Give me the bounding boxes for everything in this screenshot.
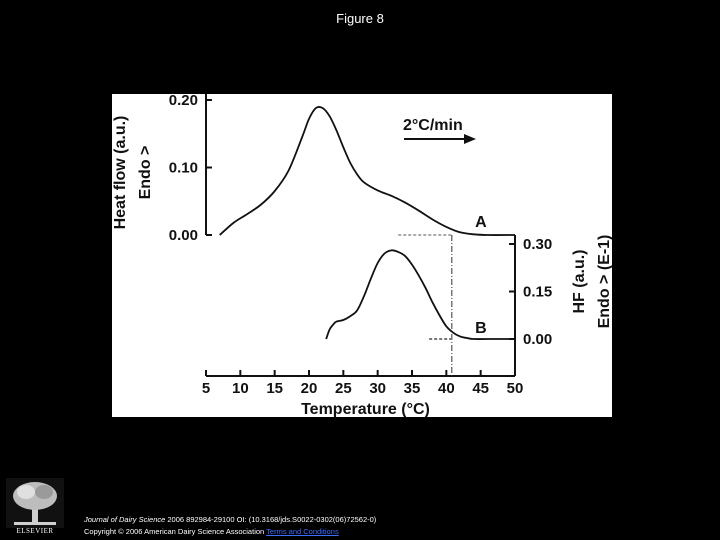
elsevier-logo [6,478,64,538]
curve-b [325,249,515,340]
copyright-line: Copyright © 2006 American Dairy Science … [84,526,376,538]
x-axis-label: Temperature (°C) [301,401,430,417]
panel-a-y-label-2: Endo > [137,146,154,200]
x-tick-label: 40 [438,380,455,397]
dsc-chart: 0.20 0.10 0.00 0.30 0.15 0.00 5 10 15 20 25 30 35 40 4… [112,94,612,417]
panel-b-y-tick-label: 0.15 [523,284,552,301]
figure-panel: 0.20 0.10 0.00 0.30 0.15 0.00 5 10 15 20 25 30 35 40 4… [112,94,612,417]
panel-b-y-tick-label: 0.00 [523,331,552,348]
citation-line: Journal of Dairy Science 2006 892984-291… [84,514,376,526]
panel-a-y-label-1: Heat flow (a.u.) [112,116,129,230]
panel-b-y-label-1: HF (a.u.) [571,250,588,314]
curve-b-label: B [475,320,487,337]
panel-a-y-tick-label: 0.20 [169,94,198,109]
x-tick-label: 45 [472,380,489,397]
panel-a-y-tick-label: 0.00 [169,227,198,244]
journal-name: Journal of Dairy Science [84,515,166,524]
chart-labels: 0.20 0.10 0.00 0.30 0.15 0.00 5 10 15 20 25 30 35 40 4… [112,94,612,417]
elsevier-logo-text: ELSEVIER [16,527,54,535]
x-tick-label: 5 [202,380,210,397]
panel-b-y-tick-label: 0.30 [523,236,552,253]
chart-axes [205,94,516,377]
x-tick-label: 20 [301,380,318,397]
elsevier-tree-icon [6,478,64,528]
figure-title: Figure 8 [336,11,384,26]
curves [219,106,516,340]
citation-details: 2006 892984-29100 OI: (10.3168/jds.S0022… [165,515,377,524]
x-tick-label: 15 [266,380,283,397]
rate-annotation: 2°C/min [403,117,463,134]
x-tick-label: 10 [232,380,249,397]
panel-a-y-tick-label: 0.10 [169,160,198,177]
rate-arrow-head [464,134,476,144]
x-tick-label: 50 [507,380,524,397]
copyright-text: Copyright © 2006 American Dairy Science … [84,527,265,536]
x-tick-label: 35 [404,380,421,397]
x-tick-label: 25 [335,380,352,397]
curve-a-label: A [475,214,487,231]
guide-lines [398,234,454,376]
terms-link[interactable]: Terms and Conditions [266,527,339,536]
x-tick-label: 30 [369,380,386,397]
panel-b-y-label-2: Endo > (E-1) [596,235,612,329]
citation-block: Journal of Dairy Science 2006 892984-291… [84,514,376,538]
curve-a [219,106,516,236]
